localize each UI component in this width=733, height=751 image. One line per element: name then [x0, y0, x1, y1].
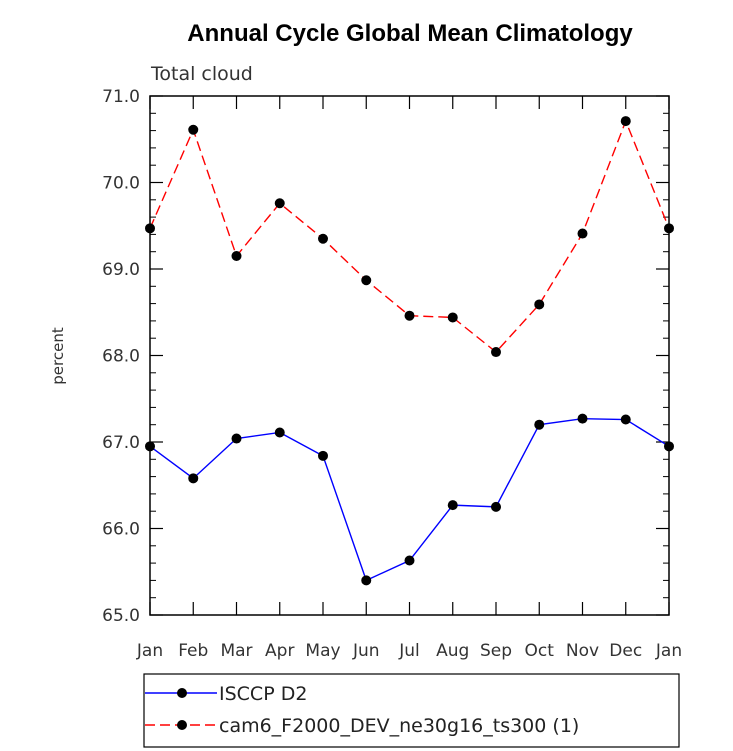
data-point-0: [188, 473, 199, 484]
data-point-0: [447, 500, 458, 511]
legend-marker-isccp: [177, 688, 187, 698]
axis-tick-labels: 65.0 66.0 67.0 68.0 69.0 70.0 71.0 Jan Feb Mar Apr…: [102, 87, 682, 661]
x-tick-label: Jan: [136, 641, 163, 661]
y-tick-label: 70.0: [102, 174, 140, 194]
data-point-1: [231, 251, 242, 262]
legend-box: [143, 673, 680, 748]
x-tick-label: Mar: [220, 641, 252, 661]
legend-label-cam6: cam6_F2000_DEV_ne30g16_ts300 (1): [219, 715, 579, 737]
data-point-1: [274, 198, 285, 209]
plot-frame: [149, 95, 670, 616]
data-point-1: [188, 124, 199, 135]
x-tick-label: Dec: [609, 641, 642, 661]
data-point-0: [361, 575, 372, 586]
y-tick-label: 67.0: [102, 433, 140, 453]
x-tick-label: Aug: [436, 641, 469, 661]
y-tick-label: 68.0: [102, 347, 140, 367]
y-tick-label: 66.0: [102, 520, 140, 540]
x-tick-label: Sep: [480, 641, 512, 661]
data-point-0: [620, 414, 631, 425]
data-point-1: [361, 275, 372, 286]
chart-title: Annual Cycle Global Mean Climatology: [187, 20, 633, 47]
x-tick-label: Oct: [525, 641, 555, 661]
legend-marker-cam6: [177, 720, 187, 730]
data-point-1: [145, 223, 155, 234]
data-point-1: [620, 116, 631, 127]
legend: ISCCP D2 cam6_F2000_DEV_ne30g16_ts300 (1…: [143, 673, 680, 748]
x-tick-label: Jan: [655, 641, 682, 661]
data-point-1: [534, 299, 545, 310]
data-point-0: [318, 450, 328, 461]
data-point-0: [664, 441, 674, 452]
data-point-1: [577, 228, 588, 239]
series-group: [145, 116, 674, 586]
data-point-0: [145, 441, 155, 452]
data-point-1: [404, 310, 415, 321]
data-point-1: [491, 347, 501, 358]
data-point-0: [577, 413, 588, 424]
x-tick-label: Jul: [398, 641, 420, 661]
chart-subtitle: Total cloud: [150, 63, 253, 85]
x-tick-label: Jun: [352, 641, 380, 661]
y-axis-label: percent: [49, 327, 67, 385]
x-tick-label: Apr: [265, 641, 294, 661]
x-tick-label: Nov: [566, 641, 599, 661]
x-tick-label: May: [305, 641, 340, 661]
axis-ticks: [149, 95, 670, 616]
data-point-1: [664, 223, 674, 234]
x-tick-label: Feb: [178, 641, 208, 661]
y-tick-label: 69.0: [102, 260, 140, 280]
data-point-0: [534, 419, 545, 430]
data-point-0: [231, 433, 242, 444]
legend-label-isccp: ISCCP D2: [219, 683, 307, 705]
y-tick-label: 71.0: [102, 87, 140, 107]
data-point-0: [274, 427, 285, 438]
data-point-1: [447, 312, 458, 323]
y-tick-label: 65.0: [102, 606, 140, 626]
data-point-0: [491, 501, 501, 512]
data-point-1: [318, 233, 328, 244]
data-point-0: [404, 555, 415, 566]
